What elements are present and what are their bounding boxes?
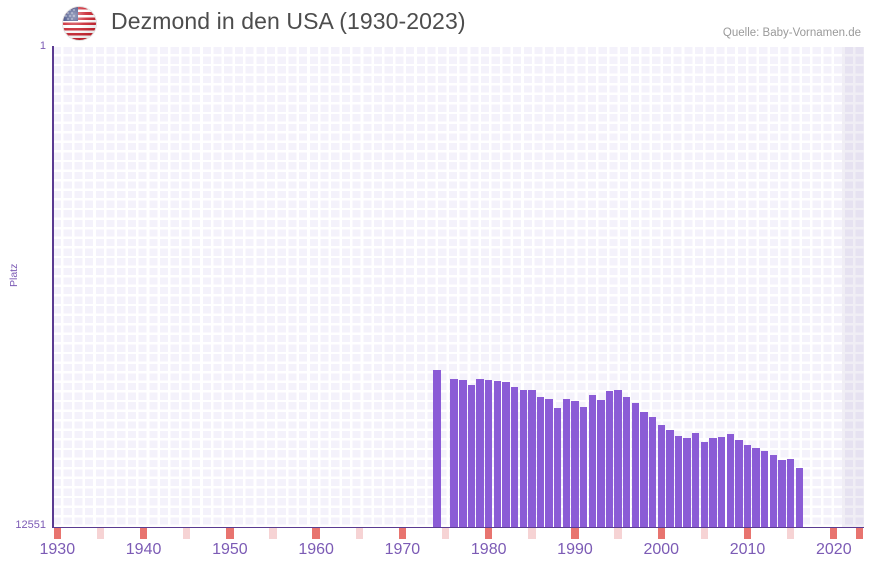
x-axis-tick (614, 528, 622, 539)
y-axis-title: Platz (8, 263, 20, 287)
x-axis-tick (855, 528, 864, 539)
bar (674, 435, 683, 527)
bar (571, 401, 579, 527)
y-axis-bottom-label: 12551 (15, 519, 46, 531)
bar (562, 399, 571, 527)
bar (717, 436, 726, 527)
bar (795, 468, 803, 527)
us-flag-icon (63, 7, 96, 40)
x-axis-tick (743, 528, 752, 539)
bar (743, 445, 752, 527)
x-axis-tick (139, 528, 148, 539)
bar (786, 459, 795, 527)
bar (597, 399, 605, 527)
x-axis-tick (269, 528, 277, 539)
bar (476, 378, 484, 527)
x-axis-label: 1990 (557, 541, 593, 558)
x-axis-tick (528, 528, 536, 539)
bar (761, 450, 769, 527)
bar (493, 381, 502, 527)
bar (769, 455, 778, 527)
x-axis-tick (786, 528, 795, 539)
bar (657, 424, 665, 527)
x-axis-tick (96, 528, 105, 539)
page-title: Dezmond in den USA (1930-2023) (111, 8, 466, 34)
x-axis-label: 1970 (384, 541, 421, 558)
bar (735, 440, 743, 527)
bar (640, 411, 648, 527)
bar (623, 397, 631, 527)
bar (588, 394, 596, 527)
y-axis-top-label: 1 (39, 40, 46, 52)
flag-gloss (63, 7, 96, 40)
bar (459, 380, 467, 527)
x-axis-ticks (53, 528, 864, 539)
bar (683, 437, 691, 527)
chart-header: Dezmond in den USA (1930-2023) Quelle: B… (0, 0, 873, 47)
bar (631, 403, 640, 527)
bar (528, 390, 536, 527)
no-data-shaded-region (842, 47, 864, 527)
bar (545, 399, 553, 527)
x-axis-label: 2020 (816, 541, 852, 558)
bar (614, 389, 622, 527)
bar (502, 382, 510, 527)
bar (700, 441, 709, 527)
x-axis-tick (398, 528, 407, 539)
bar (579, 406, 588, 527)
x-axis-tick (312, 528, 320, 539)
bar (510, 387, 519, 527)
x-axis-label: 1960 (298, 541, 334, 558)
bar (648, 416, 657, 527)
bar (778, 459, 786, 527)
x-axis-label: 1950 (212, 541, 248, 558)
x-axis-tick (53, 528, 61, 539)
y-axis-line (52, 46, 54, 527)
x-axis-line (52, 526, 864, 529)
x-axis-tick (355, 528, 363, 539)
bar (433, 370, 441, 527)
bar (536, 396, 545, 527)
bar (484, 379, 493, 527)
x-axis-tick (571, 528, 579, 539)
bar (666, 429, 674, 527)
x-axis-label: 2010 (729, 541, 766, 558)
x-axis-label: 1940 (125, 541, 162, 558)
x-axis-tick (183, 528, 191, 539)
x-axis-tick (657, 528, 665, 539)
bar (752, 447, 760, 527)
x-axis-tick (830, 528, 838, 539)
x-axis-label: 2000 (643, 541, 680, 558)
bar (692, 433, 700, 527)
x-axis-tick (484, 528, 493, 539)
chart-plot-area (53, 47, 864, 527)
bar (605, 391, 614, 527)
source-label: Quelle: Baby-Vornamen.de (722, 27, 861, 39)
x-axis-label: 1930 (39, 541, 76, 558)
bar (450, 378, 458, 527)
bar (726, 434, 734, 527)
x-axis-tick (700, 528, 709, 539)
x-axis-tick (441, 528, 450, 539)
bar (467, 384, 476, 527)
x-axis-label: 1980 (470, 541, 507, 558)
bar (519, 390, 527, 527)
bar (554, 407, 562, 527)
x-axis-tick (226, 528, 234, 539)
bar (709, 438, 717, 527)
